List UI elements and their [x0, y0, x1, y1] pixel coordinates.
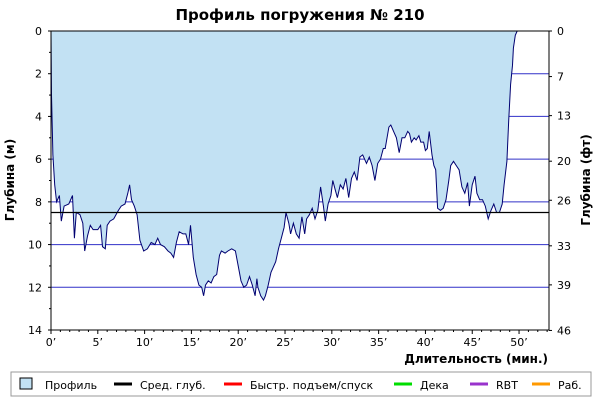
y-axis-label-right: Глубина (фт) — [579, 134, 593, 225]
x-axis-ticks: 0’ 5’ 10’ 15’ 20’ 25’ 30’ 35’ 40’ 45’ 50’ — [46, 330, 548, 349]
x-tick-label-20: 20’ — [229, 336, 247, 349]
left-tick-label-0: 0 — [35, 25, 42, 38]
legend-frame — [10, 371, 592, 397]
left-axis-ticks: 0 2 4 6 8 10 12 14 — [28, 25, 51, 337]
right-tick-label-0: 0 — [557, 25, 564, 38]
right-tick-label-7: 7 — [557, 71, 564, 84]
x-tick-label-35: 35’ — [370, 336, 388, 349]
left-tick-label-2: 2 — [35, 68, 42, 81]
legend-label-profile: Профиль — [45, 379, 97, 392]
right-tick-label-13: 13 — [557, 110, 571, 123]
right-tick-label-26: 26 — [557, 194, 571, 207]
left-tick-label-4: 4 — [35, 110, 42, 123]
right-tick-label-20: 20 — [557, 155, 571, 168]
y-axis-label-left: Глубина (м) — [3, 139, 17, 221]
right-tick-label-33: 33 — [557, 240, 571, 253]
legend-label-work: Раб. — [558, 379, 582, 392]
legend-label-fast: Быстр. подъем/спуск — [250, 379, 374, 392]
left-tick-label-6: 6 — [35, 153, 42, 166]
x-tick-label-45: 45’ — [463, 336, 481, 349]
left-tick-label-14: 14 — [28, 324, 42, 337]
profile-area — [51, 31, 518, 301]
x-tick-label-30: 30’ — [323, 336, 341, 349]
x-tick-label-25: 25’ — [276, 336, 294, 349]
x-tick-label-0: 0’ — [46, 336, 57, 349]
legend-label-avg: Сред. глуб. — [140, 379, 206, 392]
chart-title: Профиль погружения № 210 — [175, 6, 424, 24]
legend-label-deco: Дека — [420, 379, 449, 392]
x-tick-label-5: 5’ — [93, 336, 104, 349]
left-tick-label-8: 8 — [35, 196, 42, 209]
left-tick-label-12: 12 — [28, 281, 42, 294]
right-tick-label-46: 46 — [557, 324, 571, 337]
x-tick-label-50: 50’ — [510, 336, 528, 349]
x-tick-label-15: 15’ — [183, 336, 201, 349]
x-tick-label-10: 10’ — [136, 336, 154, 349]
x-axis-label: Длительность (мин.) — [404, 352, 548, 366]
x-tick-label-40: 40’ — [417, 336, 435, 349]
legend: Профиль Сред. глуб. Быстр. подъем/спуск Дек… — [10, 371, 592, 397]
profile-line — [50, 30, 518, 302]
right-axis-ticks: 0 7 13 20 26 33 39 46 — [549, 25, 571, 337]
right-tick-label-39: 39 — [557, 279, 571, 292]
legend-swatch-profile — [19, 377, 33, 390]
legend-label-rbt: RBT — [496, 379, 518, 392]
left-tick-label-10: 10 — [28, 239, 42, 252]
